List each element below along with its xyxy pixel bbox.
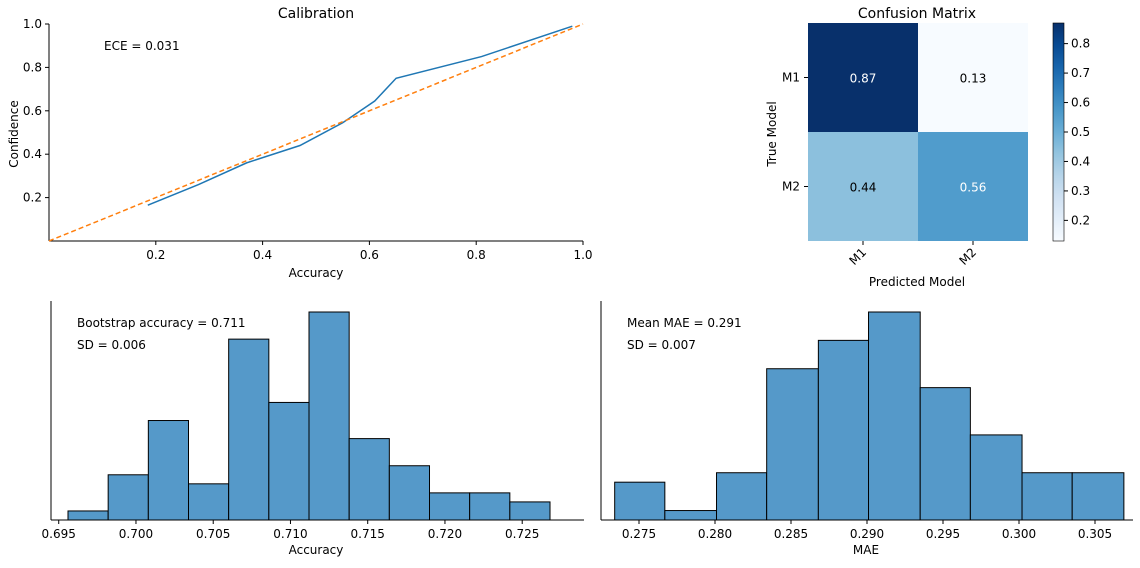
colorbar-tick-label: 0.3 (1071, 184, 1090, 198)
calibration-y-axis-label: Confidence (7, 100, 21, 167)
accuracy-histogram-x-tick-label: 0.725 (505, 527, 539, 541)
accuracy-histogram-x-axis-label: Accuracy (289, 543, 344, 557)
colorbar-tick-label: 0.6 (1071, 96, 1090, 110)
accuracy-sd-annotation: SD = 0.006 (77, 338, 146, 352)
accuracy-histogram-bar (308, 311, 350, 521)
mae-histogram-plot-area: 0.275 0.280 0.285 0.290 0.295 0.300 0.305 (600, 301, 1133, 541)
colorbar-tick-label: 0.5 (1071, 125, 1090, 139)
accuracy-histogram-bar (107, 474, 149, 521)
accuracy-histogram-x-tick-label: 0.720 (428, 527, 462, 541)
accuracy-histogram-x-tick-label: 0.700 (119, 527, 153, 541)
accuracy-histogram-plot-area: 0.695 0.700 0.705 0.710 0.715 0.720 0.725 (42, 301, 584, 541)
accuracy-histogram-bar (147, 420, 189, 521)
accuracy-histogram-bar (187, 483, 230, 521)
colorbar-tick-label: 0.7 (1071, 66, 1090, 80)
calibration-x-tick-label: 0.4 (253, 248, 272, 262)
confusion-matrix-y-tick-label: M2 (782, 180, 800, 194)
calibration-x-axis-label: Accuracy (289, 266, 344, 280)
colorbar: 0.2 0.3 0.4 0.5 0.6 0.7 0.8 (1052, 22, 1090, 242)
accuracy-histogram-x-tick-label: 0.695 (42, 527, 76, 541)
confusion-matrix-y-tick-label: M1 (782, 71, 800, 85)
mae-histogram-bar (817, 339, 870, 521)
confusion-matrix-panel: Confusion Matrix 0.87 0.13 0.44 0.56 M1 M2 M1 M… (765, 6, 1090, 289)
accuracy-histogram-bar (469, 492, 511, 521)
confusion-matrix-cells: 0.87 0.13 0.44 0.56 M1 M2 M1 M2 (782, 23, 1028, 268)
mean-mae-annotation: Mean MAE = 0.291 (627, 316, 742, 330)
mae-histogram-bar (716, 472, 768, 521)
confusion-matrix-cell-label: 0.44 (850, 181, 877, 195)
mae-histogram-x-tick-label: 0.295 (926, 527, 960, 541)
confusion-matrix-x-axis-label: Predicted Model (869, 275, 965, 289)
calibration-panel: Calibration ECE = 0.031 0.2 0.4 0.6 0.8 1.00… (7, 6, 593, 280)
calibration-y-tick-label: 0.8 (23, 60, 42, 74)
accuracy-histogram-bar (67, 510, 109, 521)
calibration-plot-area: 0.2 0.4 0.6 0.8 1.0 0.2 0.4 0.6 0.8 1.0 (23, 17, 593, 262)
mae-histogram-bar (664, 510, 718, 521)
mae-histogram-x-tick-label: 0.300 (1002, 527, 1036, 541)
mae-histogram-bar (868, 311, 921, 521)
confusion-matrix-x-tick-label: M2 (956, 245, 979, 268)
accuracy-histogram-panel: Bootstrap accuracy = 0.711 SD = 0.006 0.… (42, 301, 584, 557)
accuracy-histogram-bar (228, 338, 270, 521)
calibration-y-tick-label: 0.6 (23, 104, 42, 118)
bootstrap-accuracy-annotation: Bootstrap accuracy = 0.711 (77, 316, 245, 330)
mae-histogram-panel: Mean MAE = 0.291 SD = 0.007 0.275 0.280 0.… (600, 301, 1133, 557)
colorbar-tick-label: 0.2 (1071, 213, 1090, 227)
accuracy-histogram-x-tick-label: 0.710 (273, 527, 307, 541)
calibration-y-tick-label: 1.0 (23, 17, 42, 31)
confusion-matrix-x-tick-label: M1 (846, 245, 869, 268)
confusion-matrix-title: Confusion Matrix (858, 6, 976, 22)
calibration-curve-line (147, 25, 573, 206)
mae-histogram-bar (919, 387, 971, 521)
mae-histogram-bar (614, 481, 666, 521)
calibration-title: Calibration (278, 6, 354, 22)
mae-histogram-bar (969, 434, 1023, 521)
colorbar-gradient-bar (1052, 22, 1065, 242)
mae-histogram-x-axis-label: MAE (853, 543, 879, 557)
mae-histogram-x-tick-label: 0.275 (622, 527, 656, 541)
confusion-matrix-cell-label: 0.56 (960, 181, 987, 195)
colorbar-tick-label: 0.4 (1071, 154, 1090, 168)
confusion-matrix-y-axis-label: True Model (765, 101, 779, 167)
mae-histogram-bar (1071, 472, 1125, 521)
accuracy-histogram-x-tick-label: 0.705 (196, 527, 230, 541)
accuracy-histogram-bar (429, 492, 471, 521)
accuracy-histogram-bar (348, 438, 390, 521)
accuracy-histogram-bar (509, 501, 551, 521)
confusion-matrix-cell (808, 132, 918, 241)
calibration-y-tick-label: 0.2 (23, 191, 42, 205)
colorbar-tick-label: 0.8 (1071, 37, 1090, 51)
confusion-matrix-cell (918, 132, 1028, 241)
confusion-matrix-cell (918, 23, 1028, 132)
accuracy-histogram-x-tick-label: 0.715 (351, 527, 385, 541)
mae-histogram-x-tick-label: 0.280 (698, 527, 732, 541)
mae-histogram-x-tick-label: 0.290 (850, 527, 884, 541)
accuracy-histogram-bar (268, 401, 310, 521)
confusion-matrix-cell-label: 0.13 (960, 72, 987, 86)
mae-histogram-bar (766, 368, 819, 521)
perfect-calibration-diagonal (48, 23, 584, 242)
mae-histogram-x-tick-label: 0.285 (774, 527, 808, 541)
confusion-matrix-cell (808, 23, 918, 132)
accuracy-histogram-bar (388, 465, 431, 521)
calibration-y-tick-label: 0.4 (23, 147, 42, 161)
calibration-x-tick-label: 0.6 (360, 248, 379, 262)
calibration-x-tick-label: 1.0 (573, 248, 592, 262)
calibration-x-tick-label: 0.8 (467, 248, 486, 262)
mae-histogram-x-tick-label: 0.305 (1078, 527, 1112, 541)
confusion-matrix-cell-label: 0.87 (850, 72, 877, 86)
ece-annotation: ECE = 0.031 (104, 39, 180, 53)
mae-sd-annotation: SD = 0.007 (627, 338, 696, 352)
calibration-x-tick-label: 0.2 (146, 248, 165, 262)
mae-histogram-bar (1021, 472, 1073, 521)
